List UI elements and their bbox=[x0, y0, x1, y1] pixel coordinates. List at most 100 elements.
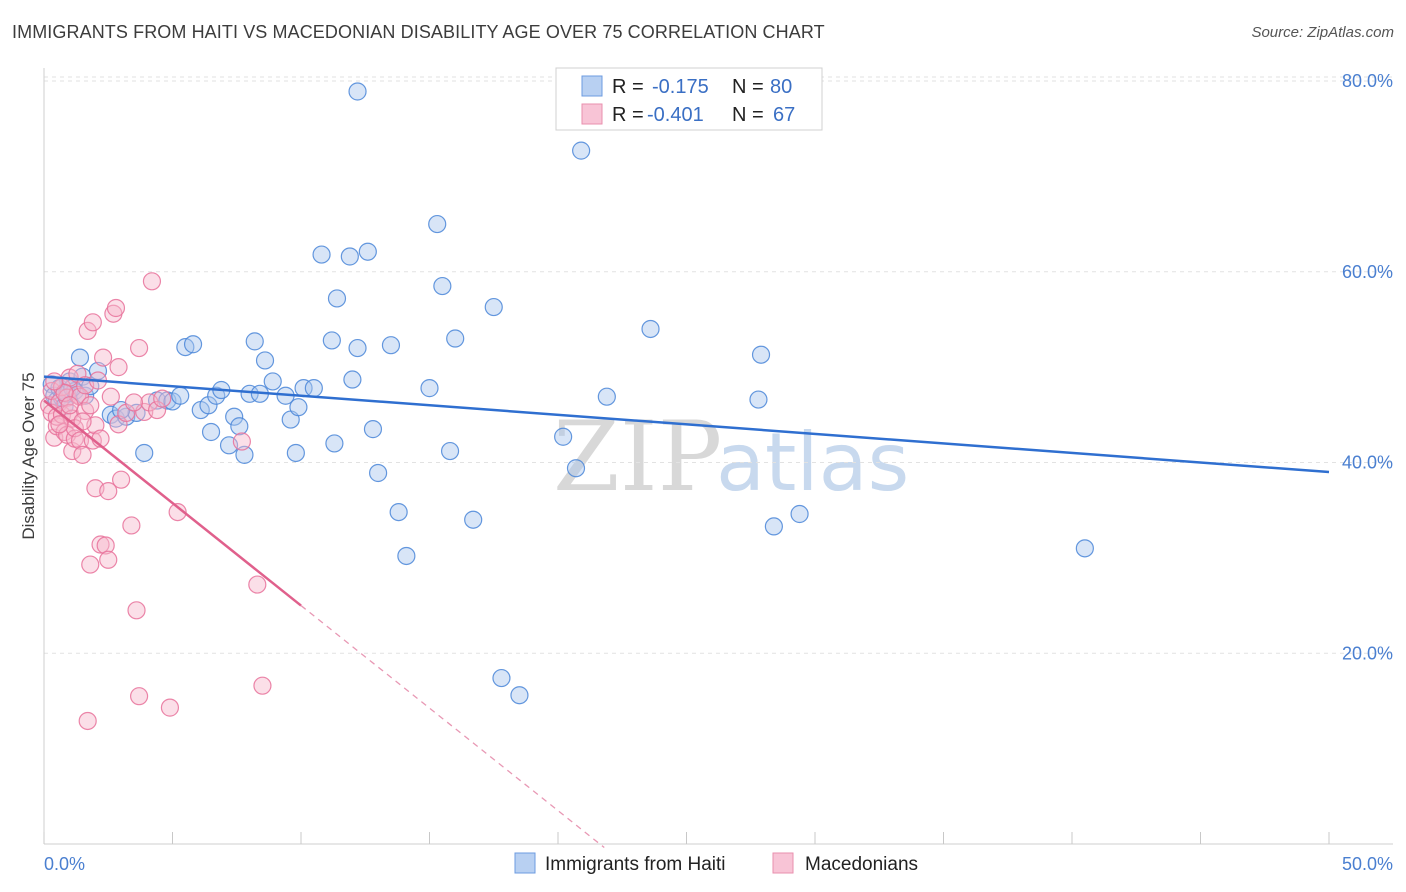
top-legend: R = -0.175 N = 80 R = -0.401 N = 67 bbox=[555, 67, 823, 131]
legend-n-value-haiti: 80 bbox=[770, 76, 792, 98]
haiti-point-38 bbox=[263, 372, 282, 391]
macedonians-point-42 bbox=[111, 470, 131, 489]
trend-line-macedonians-extension bbox=[300, 605, 605, 849]
haiti-point-32 bbox=[230, 417, 249, 436]
x-ticks bbox=[43, 832, 1330, 844]
haiti-point-35 bbox=[245, 332, 264, 351]
haiti-point-48 bbox=[327, 289, 347, 308]
haiti-point-64 bbox=[484, 297, 503, 317]
x-tick-label-min: 0.0% bbox=[44, 854, 85, 874]
chart-source: Source: ZipAtlas.com bbox=[1251, 24, 1394, 41]
haiti-point-56 bbox=[389, 502, 408, 522]
y-tick-labels: 20.0% 40.0% 60.0% 80.0% bbox=[1342, 71, 1393, 663]
series-macedonians-points bbox=[40, 272, 272, 731]
macedonians-point-22 bbox=[73, 445, 92, 464]
macedonians-point-41 bbox=[109, 358, 128, 377]
macedonians-point-54 bbox=[168, 502, 187, 522]
haiti-point-42 bbox=[289, 398, 308, 417]
legend-n-label-macedonians: N = bbox=[732, 104, 764, 126]
haiti-point-50 bbox=[343, 370, 362, 389]
macedonians-point-63 bbox=[50, 415, 69, 434]
haiti-point-75 bbox=[790, 504, 809, 524]
macedonians-point-45 bbox=[127, 601, 146, 620]
haiti-point-51 bbox=[348, 338, 367, 358]
trend-lines bbox=[43, 375, 1330, 849]
haiti-point-17 bbox=[127, 403, 146, 423]
macedonians-point-57 bbox=[248, 575, 267, 594]
macedonians-point-27 bbox=[81, 396, 100, 415]
y-tick-label-40: 40.0% bbox=[1342, 453, 1393, 473]
haiti-point-76 bbox=[1075, 539, 1094, 558]
macedonians-point-47 bbox=[129, 687, 149, 706]
haiti-point-59 bbox=[428, 214, 447, 234]
haiti-point-41 bbox=[286, 443, 305, 463]
haiti-point-34 bbox=[240, 384, 259, 403]
bottom-legend-swatch-macedonians bbox=[772, 852, 794, 874]
macedonians-point-55 bbox=[78, 711, 97, 731]
legend-r-value-macedonians: -0.401 bbox=[647, 104, 704, 126]
haiti-point-18 bbox=[135, 443, 154, 463]
watermark-zip: ZIP bbox=[553, 401, 722, 513]
y-tick-label-60: 60.0% bbox=[1342, 262, 1393, 282]
haiti-point-62 bbox=[446, 329, 465, 348]
legend-swatch-macedonians bbox=[581, 103, 603, 125]
macedonians-point-33 bbox=[91, 535, 110, 554]
trend-line-haiti bbox=[43, 375, 1330, 474]
haiti-point-37 bbox=[255, 351, 275, 370]
y-tick-label-80: 80.0% bbox=[1342, 71, 1393, 91]
haiti-point-69 bbox=[572, 141, 591, 160]
haiti-point-67 bbox=[554, 427, 573, 446]
macedonians-point-50 bbox=[142, 272, 162, 291]
macedonians-point-26 bbox=[81, 555, 100, 574]
haiti-point-24 bbox=[183, 335, 203, 354]
macedonians-point-20 bbox=[70, 431, 90, 450]
macedonians-point-58 bbox=[253, 676, 272, 695]
haiti-point-31 bbox=[225, 407, 244, 426]
haiti-point-45 bbox=[312, 245, 331, 264]
macedonians-point-39 bbox=[106, 298, 126, 318]
macedonians-point-64 bbox=[60, 396, 79, 415]
macedonians-point-25 bbox=[78, 321, 97, 340]
grid-lines bbox=[44, 76, 1393, 654]
haiti-point-63 bbox=[464, 510, 483, 529]
macedonians-point-37 bbox=[99, 550, 118, 569]
haiti-point-60 bbox=[433, 276, 452, 296]
haiti-point-74 bbox=[764, 517, 783, 536]
x-tick-label-max: 50.0% bbox=[1342, 854, 1393, 874]
haiti-point-53 bbox=[363, 420, 383, 439]
macedonians-point-52 bbox=[153, 389, 172, 408]
haiti-point-33 bbox=[235, 445, 254, 464]
haiti-point-49 bbox=[340, 247, 359, 266]
macedonians-point-36 bbox=[99, 482, 118, 501]
bottom-legend: Immigrants from Haiti Macedonians bbox=[514, 852, 918, 875]
macedonians-point-51 bbox=[147, 400, 167, 420]
haiti-point-61 bbox=[440, 441, 460, 461]
macedonians-point-44 bbox=[122, 516, 141, 535]
haiti-point-68 bbox=[566, 459, 586, 478]
haiti-point-57 bbox=[397, 546, 416, 566]
haiti-point-26 bbox=[199, 396, 218, 415]
haiti-point-52 bbox=[358, 242, 377, 261]
macedonians-point-53 bbox=[160, 698, 180, 717]
macedonians-point-66 bbox=[45, 372, 64, 391]
haiti-point-70 bbox=[597, 387, 616, 406]
bottom-legend-label-macedonians: Macedonians bbox=[805, 854, 918, 875]
haiti-point-27 bbox=[201, 422, 221, 442]
haiti-point-77 bbox=[348, 82, 367, 101]
legend-r-label-haiti: R = bbox=[612, 76, 644, 98]
haiti-point-58 bbox=[420, 379, 439, 398]
legend-n-label-haiti: N = bbox=[732, 76, 764, 98]
chart-title: IMMIGRANTS FROM HAITI VS MACEDONIAN DISA… bbox=[12, 22, 825, 42]
haiti-point-65 bbox=[492, 668, 511, 688]
y-tick-label-20: 20.0% bbox=[1342, 643, 1393, 663]
macedonians-point-35 bbox=[96, 536, 115, 555]
haiti-point-9 bbox=[70, 348, 90, 367]
macedonians-point-34 bbox=[94, 348, 113, 367]
legend-swatch-haiti bbox=[581, 75, 603, 97]
series-haiti-points bbox=[42, 82, 1094, 705]
axes bbox=[43, 68, 1393, 845]
bottom-legend-label-haiti: Immigrants from Haiti bbox=[545, 854, 726, 875]
haiti-point-46 bbox=[322, 331, 341, 350]
haiti-point-22 bbox=[171, 386, 190, 405]
